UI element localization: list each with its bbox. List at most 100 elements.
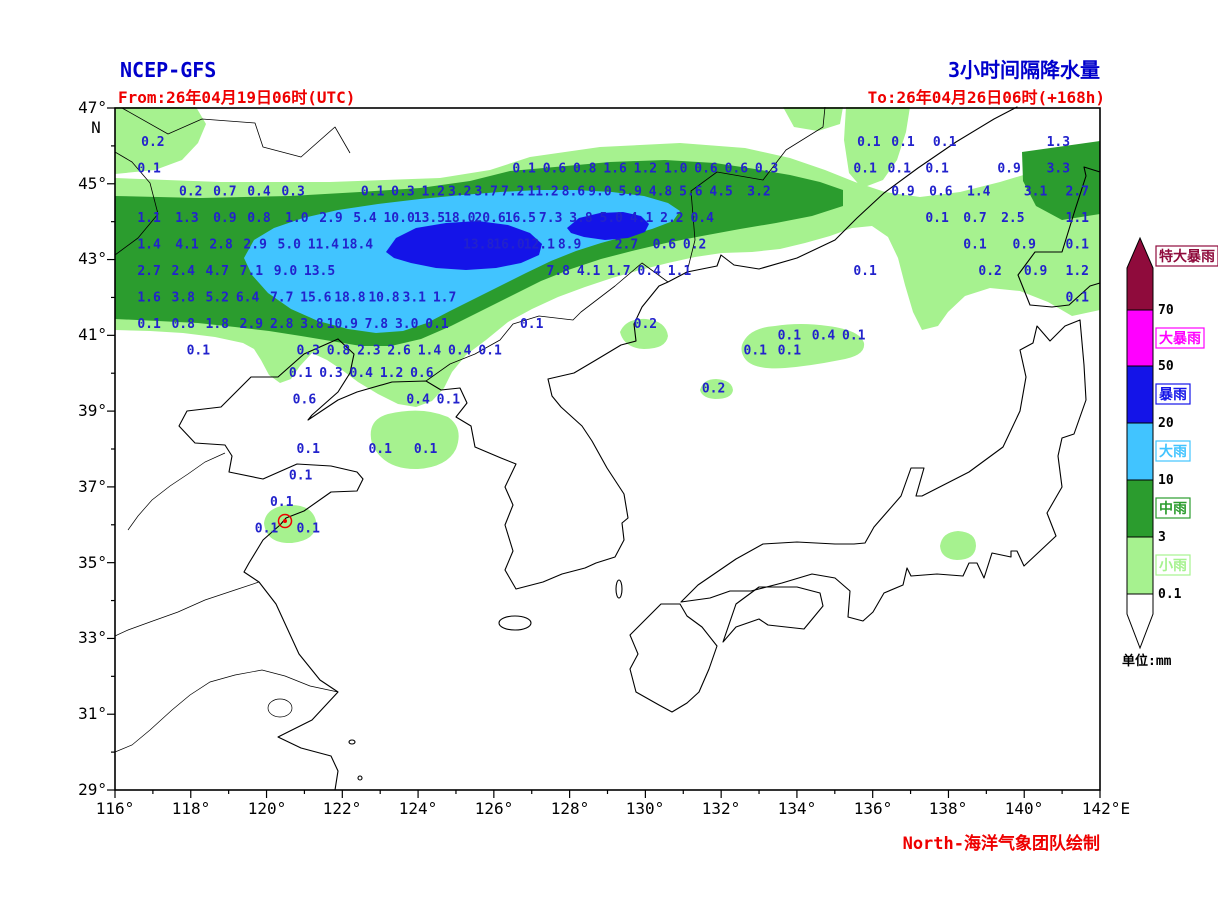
precip-value: 3.2: [747, 184, 770, 199]
y-tick-label: 39°: [78, 401, 107, 420]
x-tick-label: 116°: [96, 799, 135, 818]
precip-value: 15.6: [300, 290, 331, 305]
legend-threshold-50: 50: [1158, 359, 1174, 374]
coastline-china: [178, 338, 364, 791]
valid-from-label: From:26年04月19日06时(UTC): [118, 88, 355, 107]
legend-band-none: [1126, 593, 1154, 650]
coastline-small-island-2: [357, 775, 363, 781]
precip-value: 0.1: [853, 162, 877, 177]
precip-value: 2.9: [240, 317, 263, 332]
precip-value: 3.1: [1024, 184, 1048, 199]
precip-value: 0.1: [857, 135, 881, 150]
border-mongolia-ne: [121, 107, 351, 158]
precip-value: 4.5: [709, 184, 732, 199]
precip-value: 0.2: [978, 264, 1001, 279]
precip-value: 18.8: [334, 290, 365, 305]
precip-value: 0.1: [891, 135, 915, 150]
precip-value: 7.8: [547, 264, 571, 279]
precip-value: 0.1: [853, 264, 877, 279]
legend-label-heavy: 大雨: [1159, 443, 1187, 460]
precip-value: 16.0: [493, 237, 524, 252]
y-tick-label: 29°: [78, 780, 107, 799]
coastlines: [178, 106, 1101, 791]
precip-value: 0.8: [247, 211, 271, 226]
precip-value: 0.1: [478, 343, 502, 358]
y-tick-label: 35°: [78, 553, 107, 572]
precip-value: 5.0: [600, 211, 624, 226]
x-tick-label: 140°: [1005, 799, 1044, 818]
x-tick-label: 124°: [399, 799, 438, 818]
lake-taihu: [267, 698, 293, 718]
precip-value: 0.1: [778, 343, 802, 358]
precip-value: 2.2: [660, 211, 683, 226]
rain-storm-core-east: [567, 212, 649, 240]
precip-value: 0.6: [293, 393, 317, 408]
precip-value: 0.6: [694, 162, 718, 177]
precip-value: 0.1: [963, 237, 987, 252]
legend-band-moderate: [1126, 479, 1154, 538]
legend-label-box-light: [1155, 554, 1191, 576]
marker-dot: [283, 519, 287, 523]
precip-value: 0.6: [725, 162, 749, 177]
precip-value: 8.6: [562, 184, 586, 199]
x-tick-label: 120°: [248, 799, 287, 818]
precip-value: 5.6: [679, 184, 703, 199]
precip-value: 9.0: [274, 264, 298, 279]
y-tick-label: 45°: [78, 174, 107, 193]
precip-value: 3.0: [395, 317, 419, 332]
precip-value: 0.9: [891, 184, 914, 199]
rain-storm-core-west: [386, 221, 542, 270]
precip-value: 1.1: [137, 211, 161, 226]
legend-band-light: [1126, 536, 1154, 595]
precip-value: 0.1: [289, 366, 313, 381]
precip-value: 0.1: [361, 184, 385, 199]
precip-value: 0.1: [778, 328, 802, 343]
precip-value: 0.1: [437, 393, 461, 408]
precip-value: 0.1: [137, 162, 161, 177]
precip-value: 18.4: [342, 237, 373, 252]
x-tick-label: 132°: [702, 799, 741, 818]
precip-value: 0.6: [410, 366, 434, 381]
legend-label-storm: 暴雨: [1158, 387, 1187, 403]
precip-value: 1.3: [175, 211, 198, 226]
precip-value: 2.5: [1001, 211, 1024, 226]
precip-value: 0.1: [842, 328, 866, 343]
precip-value: 1.7: [607, 264, 630, 279]
precip-value: 0.4: [812, 328, 836, 343]
legend-label-moderate: 中雨: [1159, 500, 1187, 517]
precip-value: 2.7: [1066, 184, 1089, 199]
precip-value: 1.8: [206, 317, 230, 332]
precip-value: 0.1: [887, 162, 911, 177]
precip-value: 20.6: [474, 211, 505, 226]
product-title: 3小时间隔降水量: [948, 58, 1100, 82]
precip-value: 0.1: [744, 343, 768, 358]
precip-value: 5.0: [278, 237, 302, 252]
border-ussuri: [686, 106, 826, 273]
precip-value: 0.4: [448, 343, 472, 358]
precip-value: 0.6: [543, 162, 567, 177]
precip-value: 0.3: [319, 366, 342, 381]
rain-light-mid-blob-1: [620, 318, 668, 349]
legend-threshold-70: 70: [1158, 303, 1174, 318]
precip-value: 0.8: [573, 162, 597, 177]
precip-value: 13.8: [463, 237, 494, 252]
precip-value: 10.9: [327, 317, 358, 332]
y-tick-label: 43°: [78, 249, 107, 268]
legend-unit-label: 单位:mm: [1122, 653, 1172, 669]
marker-ring: [277, 513, 293, 529]
precip-value: 3.7: [475, 184, 498, 199]
precip-value: 0.3: [391, 184, 414, 199]
legend-threshold-3: 3: [1158, 530, 1166, 545]
coastline-tsushima-island: [615, 579, 623, 599]
precip-value: 0.1: [137, 317, 161, 332]
precip-value: 5.9: [618, 184, 641, 199]
coastline-small-island-1: [348, 739, 356, 745]
precip-value: 3.1: [403, 290, 427, 305]
coastline-hokkaido: [1017, 166, 1101, 308]
y-tick-label: 37°: [78, 477, 107, 496]
precip-value: 7.3: [539, 211, 562, 226]
river-yangtze: [114, 669, 339, 753]
precip-value: 2.8: [270, 317, 294, 332]
